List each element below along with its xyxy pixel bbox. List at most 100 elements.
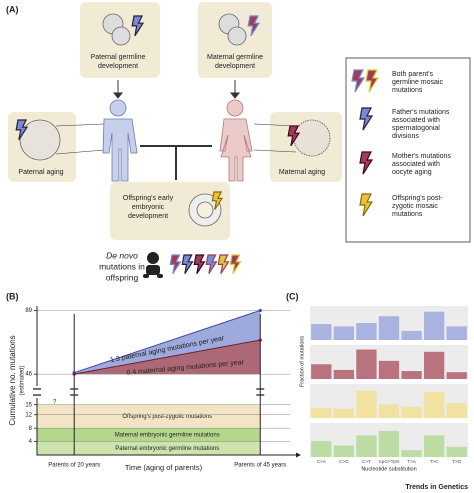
legend-text: spermatogonial: [392, 125, 440, 132]
y-tick-label: 46: [25, 372, 32, 378]
lightning-icon: [229, 254, 242, 275]
lightning-icon: [247, 15, 261, 37]
bar: [446, 372, 467, 379]
legend-text: mutations: [392, 87, 423, 94]
legend-text: Both parent's: [392, 71, 434, 78]
axis-title: Fraction of mutations: [299, 336, 305, 388]
caption: Paternal germline: [91, 54, 146, 61]
x-tick-label: CpG>TpG: [378, 459, 399, 464]
lightning-icon: [351, 69, 366, 93]
bar: [356, 435, 377, 457]
bar: [423, 435, 445, 457]
panel-label: (C): [286, 291, 299, 301]
legend-text: Mother's mutations: [392, 153, 451, 160]
bar: [356, 349, 377, 379]
panel-label: (B): [6, 291, 19, 301]
bar: [311, 324, 332, 340]
band-label: Paternal embryonic germline mutations: [115, 446, 219, 452]
bar: [378, 316, 400, 340]
band: [37, 428, 261, 442]
axis-break: [33, 388, 41, 396]
bar: [423, 311, 445, 340]
x-tick-label: T>G: [452, 459, 461, 464]
legend-text: associated with: [392, 161, 440, 168]
legend-text: mutations: [392, 211, 423, 218]
legend-text: oocyte aging: [392, 169, 432, 176]
lightning-icon: [287, 125, 301, 147]
y-tick-label: 8: [29, 426, 33, 432]
lightning-icon: [193, 254, 206, 275]
father: [102, 99, 138, 182]
axis: [36, 306, 296, 456]
caption: development: [128, 213, 168, 220]
y-tick-label: 4: [29, 439, 33, 445]
bar: [401, 371, 422, 379]
caption: embryonic: [132, 204, 165, 211]
lightning-icon: [131, 15, 145, 37]
legend-text: zygotic mosaic: [392, 203, 438, 210]
legend-text: Father's mutations: [392, 109, 450, 116]
lightning-icon: [211, 191, 224, 210]
legend-box: [345, 57, 471, 243]
x-tick-label: C>T: [362, 459, 371, 464]
legend-text: Offspring's post-: [392, 195, 443, 202]
point: [258, 308, 262, 313]
band: [37, 441, 261, 455]
lightning-icon: [15, 119, 29, 141]
panel-label: (A): [6, 4, 19, 14]
point: [258, 338, 262, 342]
bar: [333, 408, 355, 418]
bar: [378, 430, 400, 457]
lightning-icon: [365, 69, 380, 93]
axis-title: Nucleotide substitution: [361, 466, 416, 472]
x-tick-label: Parents of 20 years: [48, 463, 100, 469]
y-tick-label: 12: [25, 412, 32, 418]
bar: [446, 326, 467, 340]
legend-text: germline mosaic: [392, 79, 443, 86]
axis-title: Time (aging of parents): [125, 463, 203, 472]
bar: [356, 323, 377, 340]
y-tick-label: 89: [25, 308, 32, 314]
x-tick-label: C>G: [339, 459, 349, 464]
legend-text: associated with: [392, 117, 440, 124]
caption: Maternal aging: [279, 169, 325, 176]
point: [72, 372, 76, 376]
axis-arrow: [296, 452, 301, 458]
legend-text: divisions: [392, 133, 419, 140]
bar: [311, 364, 332, 379]
bar: [333, 326, 355, 340]
bar: [401, 450, 422, 457]
band: [37, 404, 261, 429]
axis-title: Cumulative no. mutations: [8, 335, 17, 425]
bar: [401, 406, 422, 418]
caption: development: [98, 63, 138, 70]
caption: mutations in: [99, 261, 145, 271]
caption: Maternal germline: [207, 54, 263, 61]
footer: Trends in Genetics: [405, 484, 468, 491]
lightning-icon: [359, 151, 374, 175]
line: [74, 339, 261, 375]
lightning-icon: [217, 254, 230, 275]
lightning-icon: [169, 254, 182, 275]
bar: [423, 351, 445, 379]
y-tick-label: 15: [25, 402, 32, 408]
mother: [219, 99, 253, 182]
annotation: ?: [53, 400, 57, 406]
arrows: [55, 80, 297, 180]
caption: Paternal aging: [18, 169, 63, 176]
axis-title: (estimated): [20, 365, 26, 395]
caption: De novo: [106, 250, 138, 260]
lightning-icon: [181, 254, 194, 275]
band-label: Offspring's post-zygotic mutations: [122, 414, 212, 420]
lightning-icon: [359, 193, 374, 217]
bar: [446, 446, 467, 457]
bar: [378, 404, 400, 418]
x-tick-label: Parents of 45 years: [234, 463, 286, 469]
bar: [311, 407, 332, 418]
line: [74, 309, 261, 374]
lightning-icon: [359, 107, 374, 131]
baby-icon: [143, 252, 163, 278]
band-label: Maternal embryonic germline mutations: [115, 432, 220, 438]
bar: [401, 330, 422, 340]
x-tick-label: T>C: [430, 459, 439, 464]
